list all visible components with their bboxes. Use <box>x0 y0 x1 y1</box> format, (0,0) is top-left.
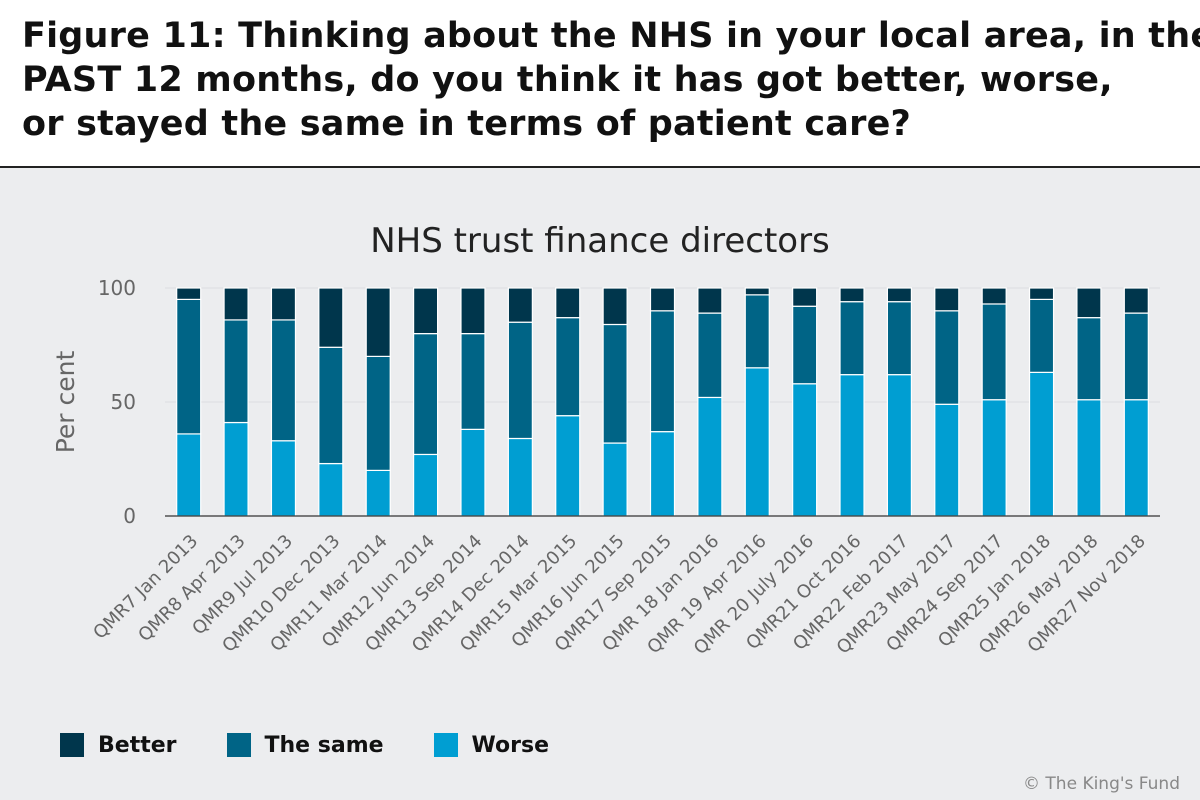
bar-segment <box>1076 317 1102 401</box>
bar-segment <box>1123 287 1149 314</box>
bar-segment <box>555 415 581 517</box>
legend-item-worse: Worse <box>433 732 550 758</box>
bar-segment <box>365 355 391 471</box>
bar-segment <box>270 319 297 442</box>
legend-item-the-same: The same <box>226 732 384 758</box>
bar-segment <box>555 317 581 417</box>
bar-segment <box>839 287 865 303</box>
y-tick-label: 100 <box>98 276 136 300</box>
bar-segment <box>981 287 1007 305</box>
bar-segment <box>602 287 628 326</box>
legend-label-better: Better <box>98 732 177 758</box>
bar-segment <box>507 287 533 323</box>
bar-segment <box>318 287 344 348</box>
bar-segment <box>176 287 202 300</box>
bar-segment <box>697 312 723 399</box>
legend-label-worse: Worse <box>471 732 550 758</box>
bar-segment <box>365 287 391 358</box>
bar-segment <box>744 294 770 369</box>
bar-segment <box>1028 371 1055 517</box>
y-tick-label: 0 <box>123 504 136 528</box>
chart-legend: Better The same Worse <box>60 730 599 760</box>
bar-segment <box>270 440 297 517</box>
bar-segment <box>649 287 676 312</box>
bar-segment <box>1076 399 1102 517</box>
bar-segment <box>318 462 344 517</box>
bar-segment <box>1028 287 1055 300</box>
bar-segment <box>1123 399 1149 517</box>
figure-header: Figure 11: Thinking about the NHS in you… <box>0 0 1200 168</box>
bar-segment <box>839 374 865 517</box>
bar-segment <box>412 287 439 335</box>
bar-segment <box>460 287 486 335</box>
bar-segment <box>934 287 960 312</box>
bar-segment <box>507 321 533 440</box>
bar-segment <box>223 287 249 321</box>
bar-segment <box>507 437 533 517</box>
bar-segment <box>270 287 297 321</box>
bar-segment <box>744 367 770 517</box>
bar-segment <box>934 403 960 517</box>
y-axis-label: Per cent <box>51 351 80 454</box>
bar-segment <box>412 453 439 517</box>
bar-segment <box>649 431 676 517</box>
bar-segment <box>1076 287 1102 319</box>
bar-segment <box>934 310 960 405</box>
copyright-notice: © The King's Fund <box>1023 774 1180 794</box>
bar-segment <box>886 301 913 376</box>
bar-segment <box>176 433 202 517</box>
bar-segment <box>176 298 202 435</box>
bar-segment <box>460 333 486 430</box>
figure-title: Figure 11: Thinking about the NHS in you… <box>22 16 1200 144</box>
legend-swatch-the-same <box>226 733 251 757</box>
bar-segment <box>697 287 723 314</box>
bar-segment <box>223 319 249 424</box>
bar-segment <box>1123 312 1149 401</box>
bar-segment <box>223 421 249 517</box>
chart-title: NHS trust finance directors <box>370 221 830 261</box>
legend-swatch-better <box>60 733 84 757</box>
bar-segment <box>318 346 344 465</box>
bar-segment <box>839 301 865 376</box>
bar-segment <box>365 469 391 517</box>
chart-panel: NHS trust finance directors Per cent 0 50 10… <box>0 168 1200 800</box>
bar-segment <box>886 287 913 303</box>
legend-label-the-same: The same <box>264 732 384 758</box>
bar-segment <box>602 323 628 444</box>
bar-segment <box>555 287 581 319</box>
bar-segment <box>981 399 1007 517</box>
bar-segment <box>981 303 1007 401</box>
bar-segment <box>460 428 486 517</box>
bar-segment <box>649 310 676 433</box>
bar-segment <box>792 383 818 517</box>
bar-segment <box>792 305 818 385</box>
bar-segment <box>792 287 818 307</box>
bar-segment <box>412 333 439 456</box>
y-tick-label: 50 <box>111 390 136 414</box>
bar-segment <box>602 442 628 517</box>
legend-item-better: Better <box>60 733 177 758</box>
bar-segment <box>744 287 770 296</box>
bar-segment <box>1028 298 1055 373</box>
legend-swatch-worse <box>433 733 458 757</box>
bar-segment <box>697 396 723 517</box>
bar-segment <box>886 374 913 517</box>
stacked-bar-chart: NHS trust finance directors Per cent 0 50 10… <box>51 221 1160 659</box>
